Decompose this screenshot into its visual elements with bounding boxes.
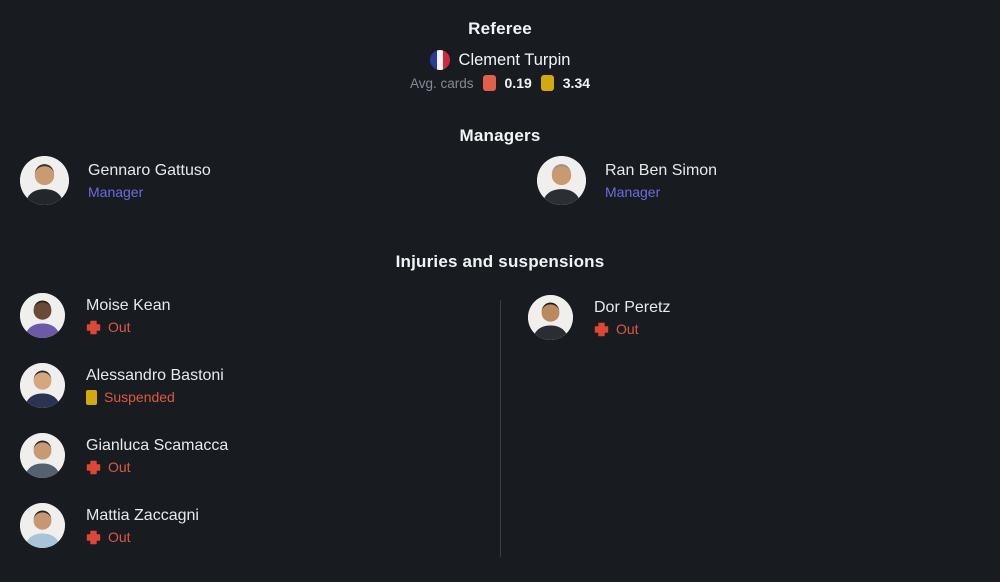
referee-name: Clement Turpin	[458, 50, 571, 69]
player-status: Out	[616, 321, 639, 338]
medical-cross-icon	[86, 460, 101, 475]
referee-row[interactable]: Clement Turpin	[0, 50, 1000, 70]
player-name: Alessandro Bastoni	[86, 366, 224, 384]
manager-avatar	[537, 156, 586, 205]
player-status: Suspended	[104, 389, 175, 406]
player-avatar	[20, 503, 65, 548]
player-status: Out	[108, 459, 131, 476]
manager-role-label: Manager	[88, 184, 144, 201]
medical-cross-icon	[594, 322, 609, 337]
injury-row[interactable]: Gianluca Scamacca Out	[20, 433, 228, 478]
player-avatar	[20, 433, 65, 478]
manager-row-away[interactable]: Ran Ben Simon Manager	[537, 156, 717, 205]
player-name: Mattia Zaccagni	[86, 506, 199, 524]
avg-cards-row: Avg. cards 0.19 3.34	[0, 75, 1000, 91]
referee-section-heading: Referee	[468, 19, 532, 38]
france-flag-icon	[429, 50, 450, 70]
player-avatar	[20, 293, 65, 338]
medical-cross-icon	[86, 530, 101, 545]
yellow-card-icon	[540, 75, 554, 91]
avg-red-cards-value: 0.19	[504, 75, 532, 91]
player-name: Dor Peretz	[594, 298, 671, 316]
medical-cross-icon	[86, 320, 101, 335]
injuries-section-heading: Injuries and suspensions	[395, 252, 605, 271]
avg-yellow-cards-value: 3.34	[562, 75, 591, 91]
player-avatar	[20, 363, 65, 408]
manager-name: Gennaro Gattuso	[88, 161, 211, 179]
managers-section-heading: Managers	[459, 126, 541, 145]
manager-avatar	[20, 156, 69, 205]
player-avatar	[528, 295, 573, 340]
yellow-card-icon	[86, 389, 97, 405]
manager-name: Ran Ben Simon	[605, 161, 718, 179]
injury-row[interactable]: Alessandro Bastoni Suspended	[20, 363, 224, 408]
player-name: Moise Kean	[86, 296, 171, 314]
injury-row[interactable]: Mattia Zaccagni Out	[20, 503, 199, 548]
player-name: Gianluca Scamacca	[86, 436, 229, 454]
manager-row-home[interactable]: Gennaro Gattuso Manager	[20, 156, 211, 205]
avg-cards-label: Avg. cards	[409, 75, 474, 91]
injury-row[interactable]: Moise Kean Out	[20, 293, 171, 338]
injury-row[interactable]: Dor Peretz Out	[528, 295, 670, 340]
player-status: Out	[108, 319, 131, 336]
manager-role-label: Manager	[605, 184, 661, 201]
red-card-icon	[482, 75, 496, 91]
player-status: Out	[108, 529, 131, 546]
column-divider	[500, 300, 501, 557]
